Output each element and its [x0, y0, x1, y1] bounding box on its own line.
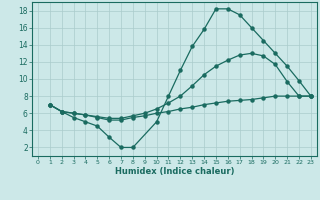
X-axis label: Humidex (Indice chaleur): Humidex (Indice chaleur) [115, 167, 234, 176]
